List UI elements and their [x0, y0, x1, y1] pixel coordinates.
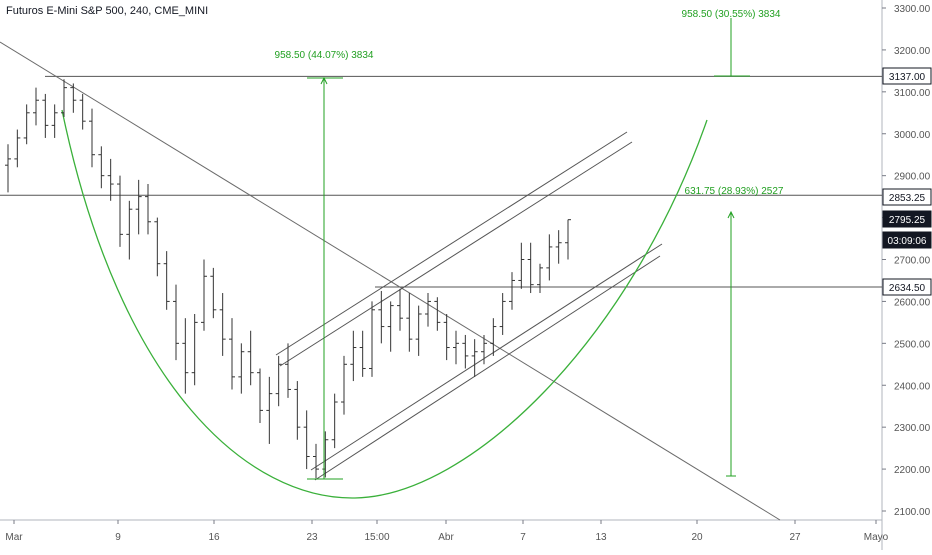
- price-tick-label-0: 3300.00: [894, 4, 931, 15]
- price-tick-label-9: 2400.00: [894, 381, 931, 392]
- price-tick-label-7: 2600.00: [894, 297, 931, 308]
- price-tick-label-1: 3200.00: [894, 46, 931, 57]
- price-tick-label-4: 2900.00: [894, 172, 931, 183]
- parabolic-curve: [61, 109, 708, 499]
- time-tick-label-8: 20: [691, 532, 703, 543]
- time-tick-label-2: 16: [208, 532, 220, 543]
- price-label-4: 2634.50: [889, 283, 926, 294]
- measure-3-arrow-head: [727, 210, 735, 219]
- channel-lower-line-b: [314, 255, 661, 481]
- time-tick-label-3: 23: [306, 532, 318, 543]
- price-tick-label-2: 3100.00: [894, 88, 931, 99]
- channel-upper-line-a: [275, 131, 628, 356]
- price-tick-label-10: 2300.00: [894, 423, 931, 434]
- channel-upper-line-b: [279, 141, 633, 367]
- price-label-3: 03:09:06: [888, 236, 927, 247]
- price-label-1: 2853.25: [889, 193, 926, 204]
- price-label-box-2: [882, 210, 932, 228]
- time-tick-label-1: 9: [115, 532, 121, 543]
- price-label-box-1: [882, 188, 932, 206]
- price-label-box-3: [882, 231, 932, 249]
- price-tick-label-11: 2200.00: [894, 465, 931, 476]
- price-label-box-0: [882, 67, 932, 85]
- price-tick-label-6: 2700.00: [894, 256, 931, 267]
- time-tick-label-4: 15:00: [364, 532, 389, 543]
- price-tick-label-8: 2500.00: [894, 339, 931, 350]
- time-tick-label-10: Mayo: [864, 532, 889, 543]
- time-tick-label-7: 13: [595, 532, 607, 543]
- measure-3-label: 631.75 (28.93%) 2527: [685, 186, 784, 197]
- price-label-box-4: [882, 278, 932, 296]
- price-label-2: 2795.25: [889, 215, 926, 226]
- time-tick-label-0: Mar: [5, 532, 23, 543]
- price-tick-label-12: 2100.00: [894, 507, 931, 518]
- measure-1-arrow-head: [320, 76, 328, 85]
- price-tick-label-3: 3000.00: [894, 130, 931, 141]
- channel-lower-line-a: [310, 243, 663, 471]
- trend-line: [0, 41, 781, 521]
- measure-2-label: 958.50 (30.55%) 3834: [682, 9, 781, 20]
- time-tick-label-5: Abr: [438, 532, 454, 543]
- measure-1-label: 958.50 (44.07%) 3834: [275, 50, 374, 61]
- time-tick-label-6: 7: [520, 532, 526, 543]
- time-tick-label-9: 27: [789, 532, 801, 543]
- chart-title: Futuros E-Mini S&P 500, 240, CME_MINI: [6, 5, 209, 17]
- price-label-0: 3137.00: [889, 72, 926, 83]
